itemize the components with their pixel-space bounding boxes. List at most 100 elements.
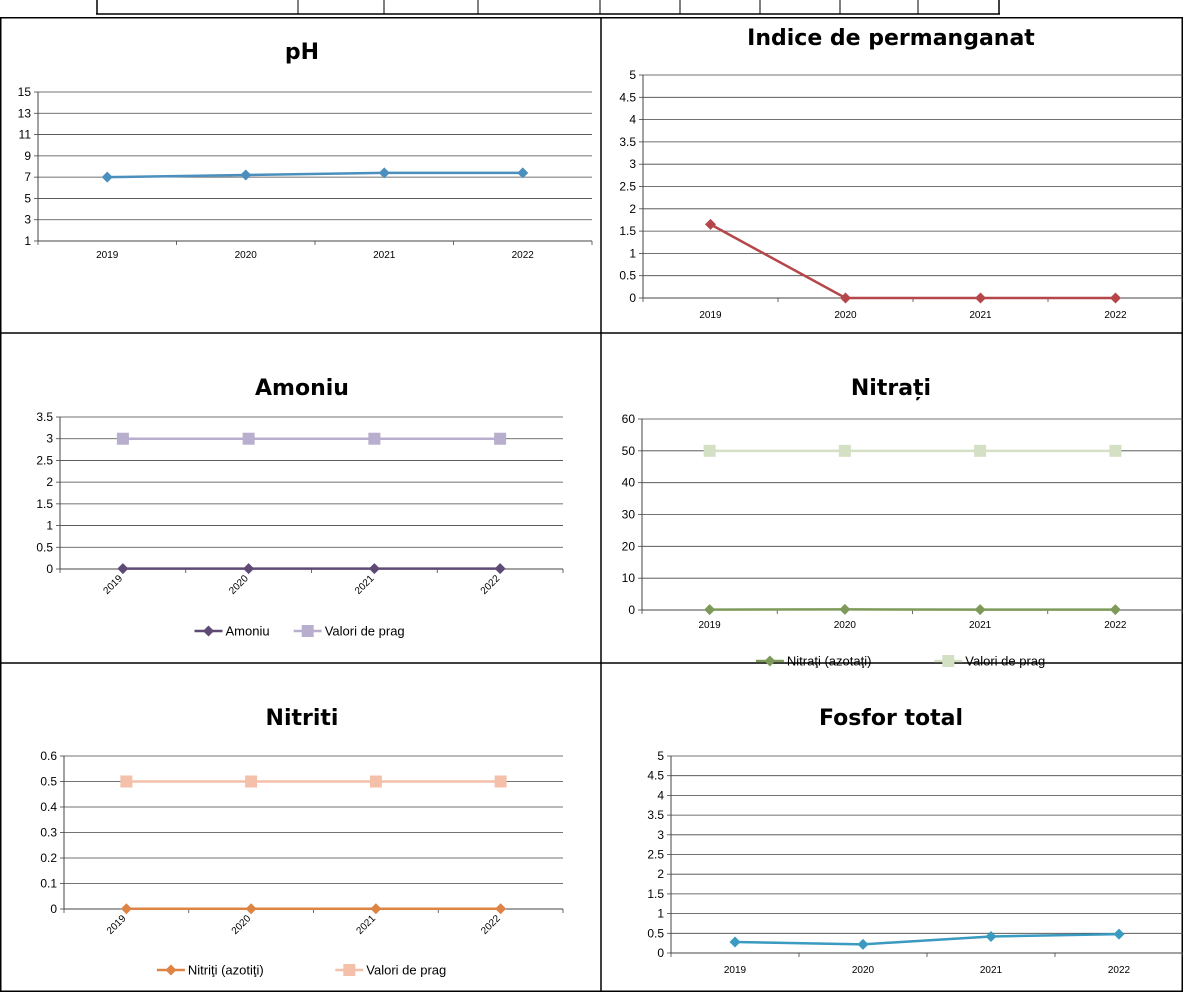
data-point <box>369 775 382 788</box>
chart-title: Nitrați <box>851 376 931 401</box>
y-tick-label: 0 <box>657 946 664 960</box>
y-tick-label: 1 <box>629 246 636 260</box>
x-tick-label: 2019 <box>724 965 747 976</box>
data-point <box>729 936 741 948</box>
y-tick-label: 4 <box>657 788 664 802</box>
data-point <box>245 903 257 915</box>
x-tick-label: 2019 <box>101 573 125 597</box>
y-tick-label: 3.5 <box>647 808 664 822</box>
x-tick-label: 2019 <box>699 620 722 631</box>
x-tick-label: 2021 <box>354 913 378 937</box>
data-point <box>495 903 507 915</box>
x-tick-label: 2022 <box>479 573 503 597</box>
y-tick-label: 0 <box>628 603 635 617</box>
data-point <box>1109 444 1122 457</box>
y-tick-label: 1 <box>46 519 53 533</box>
y-tick-label: 0.5 <box>40 775 57 789</box>
chart-title: Fosfor total <box>819 706 963 731</box>
y-tick-label: 0.1 <box>40 877 57 891</box>
data-point <box>242 432 255 445</box>
data-point <box>494 775 507 788</box>
legend-marker <box>165 964 177 976</box>
legend-marker <box>764 655 776 667</box>
y-tick-label: 1.5 <box>647 887 664 901</box>
y-tick-label: 2.5 <box>36 453 53 467</box>
y-tick-label: 1.5 <box>36 497 53 511</box>
y-tick-label: 5 <box>24 191 31 205</box>
data-point <box>370 903 382 915</box>
x-tick-label: 2021 <box>353 573 377 597</box>
y-tick-label: 5 <box>657 749 664 763</box>
x-tick-label: 2019 <box>699 310 722 321</box>
data-point <box>704 604 716 616</box>
chart-title: pH <box>285 40 319 65</box>
data-point <box>1110 292 1121 304</box>
chart-title: Indice de permanganat <box>747 26 1035 51</box>
chart-title: Amoniu <box>255 376 349 401</box>
data-point <box>839 603 851 615</box>
y-tick-label: 20 <box>622 539 636 553</box>
y-tick-label: 7 <box>24 170 31 184</box>
y-tick-label: 4.5 <box>619 90 636 104</box>
legend-marker <box>343 964 356 976</box>
legend-label: Nitraţi (azotaţi) <box>787 654 872 669</box>
data-point <box>117 563 129 575</box>
y-tick-label: 40 <box>622 476 636 490</box>
x-tick-label: 2022 <box>1104 310 1127 321</box>
y-tick-label: 2 <box>657 867 664 881</box>
legend-marker <box>203 625 214 637</box>
y-tick-label: 3 <box>24 213 31 227</box>
y-tick-label: 4.5 <box>647 769 664 783</box>
y-tick-label: 2.5 <box>647 848 664 862</box>
y-tick-label: 13 <box>18 106 32 120</box>
chart-permanganat: Indice de permanganat 0 0.5 1 1.5 2 2.5 3 3.5 4 4.… <box>619 26 1183 321</box>
table-remnant <box>96 0 1000 15</box>
chart-nitrati: Nitrați 0 10 20 30 40 50 60 2019 2020 2021 2022 Nitr… <box>622 376 1183 669</box>
data-point <box>120 903 132 915</box>
x-tick-label: 2020 <box>852 965 875 976</box>
data-point <box>974 444 987 457</box>
y-tick-label: 3.5 <box>619 135 636 149</box>
y-tick-label: 0.5 <box>647 926 664 940</box>
data-point <box>378 167 390 179</box>
data-point <box>517 167 529 179</box>
x-tick-label: 2020 <box>230 913 254 937</box>
y-tick-label: 3 <box>46 432 53 446</box>
series-line <box>709 223 1116 300</box>
series-line <box>734 932 1120 946</box>
data-point <box>840 292 851 304</box>
legend-label: Nitriţi (azotiţi) <box>188 963 264 978</box>
data-point <box>116 432 129 445</box>
x-tick-label: 2020 <box>235 250 258 261</box>
data-point <box>120 775 133 788</box>
data-point <box>368 563 380 575</box>
y-tick-label: 4 <box>629 113 636 127</box>
x-tick-label: 2022 <box>512 250 535 261</box>
data-point <box>240 169 252 181</box>
y-tick-label: 0.5 <box>36 540 53 554</box>
y-tick-label: 10 <box>622 571 636 585</box>
y-tick-label: 1 <box>24 234 31 248</box>
y-tick-label: 3 <box>657 828 664 842</box>
data-point <box>1113 928 1125 940</box>
y-tick-label: 2 <box>629 202 636 216</box>
series-line <box>107 171 523 179</box>
y-tick-label: 1.5 <box>619 224 636 238</box>
data-point <box>494 563 506 575</box>
y-tick-label: 2.5 <box>619 180 636 194</box>
y-tick-label: 11 <box>19 128 32 142</box>
chart-fosfor: Fosfor total 0 0.5 1 1.5 2 2.5 3 3.5 4 4.5 5 2019 202… <box>647 706 1183 976</box>
x-tick-label: 2021 <box>969 620 992 631</box>
data-point <box>985 930 997 942</box>
legend-marker <box>301 625 314 637</box>
y-tick-label: 5 <box>629 68 636 82</box>
x-tick-label: 2020 <box>834 620 857 631</box>
y-tick-label: 0.4 <box>40 800 57 814</box>
y-tick-label: 0.5 <box>619 269 636 283</box>
x-tick-label: 2021 <box>969 310 992 321</box>
data-point <box>975 292 986 304</box>
y-tick-label: 50 <box>622 444 636 458</box>
data-point <box>245 775 258 788</box>
